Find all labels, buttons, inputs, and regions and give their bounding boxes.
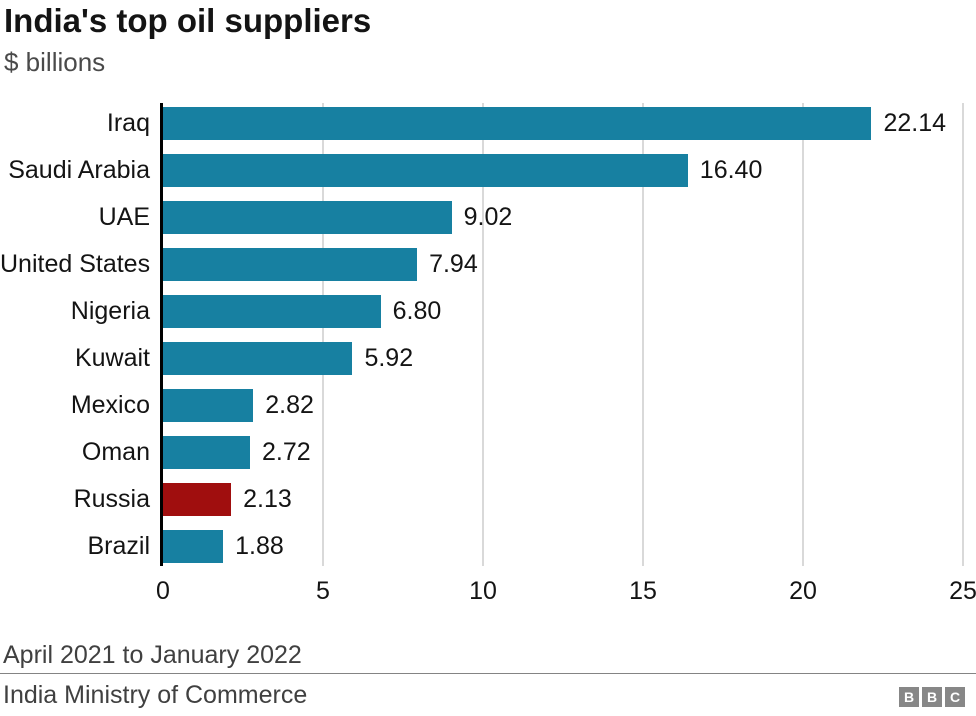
timeframe-note: April 2021 to January 2022 [3, 641, 302, 669]
bar-nigeria [163, 295, 381, 328]
value-label: 16.40 [699, 156, 763, 184]
bar-row: Brazil 1.88 [0, 523, 976, 570]
x-axis-ticks: 0 5 10 15 20 25 [0, 574, 976, 608]
value-label: 7.94 [429, 250, 478, 278]
category-label: UAE [98, 203, 150, 231]
chart-subtitle: $ billions [4, 47, 106, 77]
bbc-logo-block: B [922, 687, 942, 707]
x-tick-10: 10 [469, 577, 497, 605]
bar-oman [163, 436, 251, 469]
bar-row: Saudi Arabia 16.40 [0, 147, 976, 194]
category-label: Oman [81, 438, 150, 466]
category-label: Kuwait [74, 344, 150, 372]
bar-saudi-arabia [163, 154, 688, 187]
gridline-25 [962, 103, 964, 566]
x-tick-0: 0 [156, 577, 170, 605]
category-label: Iraq [106, 109, 150, 137]
gridline-20 [802, 103, 804, 566]
bar-russia [163, 483, 232, 516]
x-tick-5: 5 [316, 577, 330, 605]
value-label: 2.13 [243, 485, 292, 513]
bar-row: Russia 2.13 [0, 476, 976, 523]
source-label: India Ministry of Commerce [3, 681, 308, 709]
x-tick-15: 15 [629, 577, 657, 605]
gridline-5 [322, 103, 324, 566]
bar-united-states [163, 248, 418, 281]
category-label: Mexico [70, 391, 150, 419]
gridline-15 [642, 103, 644, 566]
bar-row: Mexico 2.82 [0, 382, 976, 429]
value-label: 2.82 [265, 391, 314, 419]
bar-mexico [163, 389, 254, 422]
bar-row: United States 7.94 [0, 241, 976, 288]
x-tick-25: 25 [949, 577, 976, 605]
category-label: Brazil [87, 532, 150, 560]
y-axis-line [160, 103, 163, 566]
gridline-10 [482, 103, 484, 566]
value-label: 1.88 [235, 532, 284, 560]
bar-row: Oman 2.72 [0, 429, 976, 476]
value-label: 5.92 [364, 344, 414, 372]
bar-kuwait [163, 342, 353, 375]
bar-row: Kuwait 5.92 [0, 335, 976, 382]
bar-uae [163, 201, 452, 234]
value-label: 22.14 [883, 109, 947, 137]
category-label: Saudi Arabia [8, 156, 150, 184]
value-label: 6.80 [392, 297, 442, 325]
category-label: United States [0, 250, 151, 278]
bar-row: Iraq 22.14 [0, 100, 976, 147]
bar-brazil [163, 530, 224, 563]
x-tick-20: 20 [789, 577, 817, 605]
value-label: 2.72 [262, 438, 311, 466]
chart-title: India's top oil suppliers [4, 2, 372, 39]
bar-row: UAE 9.02 [0, 194, 976, 241]
category-label: Nigeria [70, 297, 150, 325]
value-label: 9.02 [463, 203, 513, 231]
category-label: Russia [73, 485, 150, 513]
bar-row: Nigeria 6.80 [0, 288, 976, 335]
bar-chart: Iraq 22.14 Saudi Arabia 16.40 UAE 9.02 United … [0, 100, 976, 570]
bbc-logo-block: B [899, 687, 919, 707]
bbc-logo-block: C [945, 687, 965, 707]
bar-iraq [163, 107, 872, 140]
footer-divider [0, 673, 976, 674]
